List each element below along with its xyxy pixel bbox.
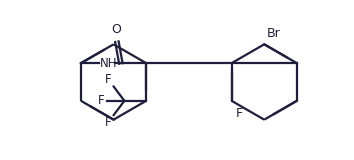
Text: F: F bbox=[105, 116, 112, 129]
Text: F: F bbox=[98, 94, 104, 107]
Text: NH: NH bbox=[100, 57, 117, 70]
Text: O: O bbox=[112, 23, 121, 36]
Text: F: F bbox=[235, 107, 243, 120]
Text: F: F bbox=[105, 72, 112, 86]
Text: Br: Br bbox=[267, 27, 281, 40]
